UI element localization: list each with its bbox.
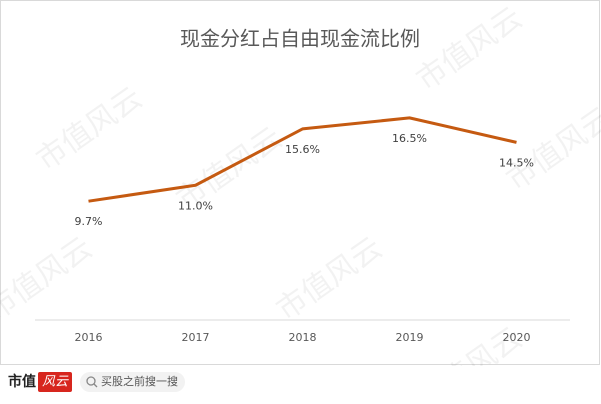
data-label: 16.5% <box>392 132 427 145</box>
x-tick-label: 2018 <box>289 331 317 344</box>
data-label: 15.6% <box>285 143 320 156</box>
x-tick-label: 2019 <box>396 331 424 344</box>
chart-border <box>0 0 600 365</box>
x-tick-label: 2017 <box>182 331 210 344</box>
data-label: 11.0% <box>178 199 213 212</box>
search-icon <box>93 383 98 388</box>
line <box>88 116 517 203</box>
search-text: 买股之前搜一搜 <box>101 374 178 388</box>
search-box[interactable] <box>80 372 185 392</box>
chart-title: 现金分红占自由现金流比例 <box>180 27 420 51</box>
logo-text: 市值 <box>8 373 36 390</box>
data-label: 14.5% <box>499 156 534 169</box>
logo-text: 风云 <box>42 375 69 390</box>
x-tick-label: 2016 <box>75 331 103 344</box>
logo-box <box>38 372 72 392</box>
data-label: 9.7% <box>75 215 103 228</box>
x-tick-label: 2020 <box>503 331 531 344</box>
search-icon <box>86 376 96 386</box>
